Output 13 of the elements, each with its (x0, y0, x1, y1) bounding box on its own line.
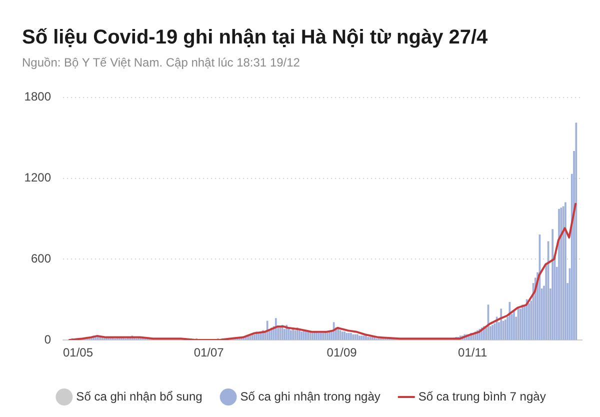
y-tick-label: 600 (30, 251, 52, 266)
x-tick-label: 01/09 (326, 346, 358, 360)
x-tick-label: 01/11 (458, 346, 488, 360)
legend-label: Số ca ghi nhận trong ngày (240, 389, 380, 404)
y-tick-label: 1800 (24, 90, 52, 104)
y-tick-label: 1200 (24, 170, 52, 185)
x-tick-label: 01/05 (62, 346, 94, 360)
legend-label: Số ca trung bình 7 ngày (418, 389, 546, 404)
legend-label: Số ca ghi nhận bổ sung (76, 389, 202, 404)
x-tick-label: 01/07 (194, 346, 224, 360)
chart-subtitle: Nguồn: Bộ Y Tế Việt Nam. Cập nhật lúc 18:31 19/12 (22, 56, 300, 70)
y-tick-label: 0 (44, 332, 52, 346)
chart-title: Số liệu Covid-19 ghi nhận tại Hà Nội từ ngày 27/4 (22, 26, 489, 49)
